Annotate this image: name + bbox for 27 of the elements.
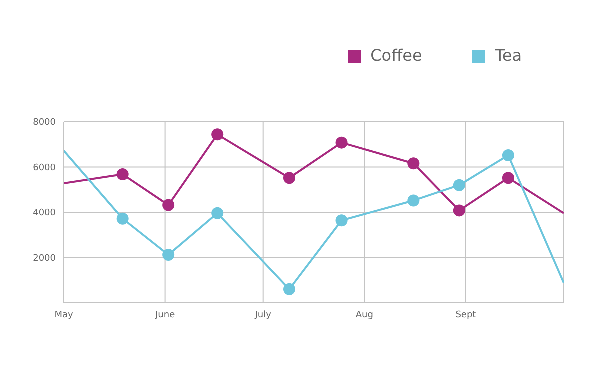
point [212,128,224,141]
x-tick-label: Aug [356,310,374,320]
x-tick-label: July [254,310,272,320]
y-tick-label: 8000 [33,118,56,128]
point [116,212,129,225]
point [162,249,175,262]
y-tick-label: 4000 [33,208,56,219]
legend-label: Tea [495,46,522,65]
y-tick-label: 2000 [33,254,56,264]
point [336,214,348,227]
point [283,283,296,296]
y-tick-label: 6000 [33,163,56,174]
legend-label: Coffee [370,46,422,65]
point [283,172,296,184]
point [502,172,514,184]
point [116,168,129,180]
point [453,204,466,217]
point [453,179,466,192]
point [162,199,175,212]
point [408,194,420,207]
point [212,207,224,220]
point [408,158,420,170]
x-tick-label: May [54,310,74,320]
x-tick-label: June [154,310,176,320]
point [502,149,514,162]
point [336,136,348,149]
x-tick-label: Sept [456,310,477,320]
